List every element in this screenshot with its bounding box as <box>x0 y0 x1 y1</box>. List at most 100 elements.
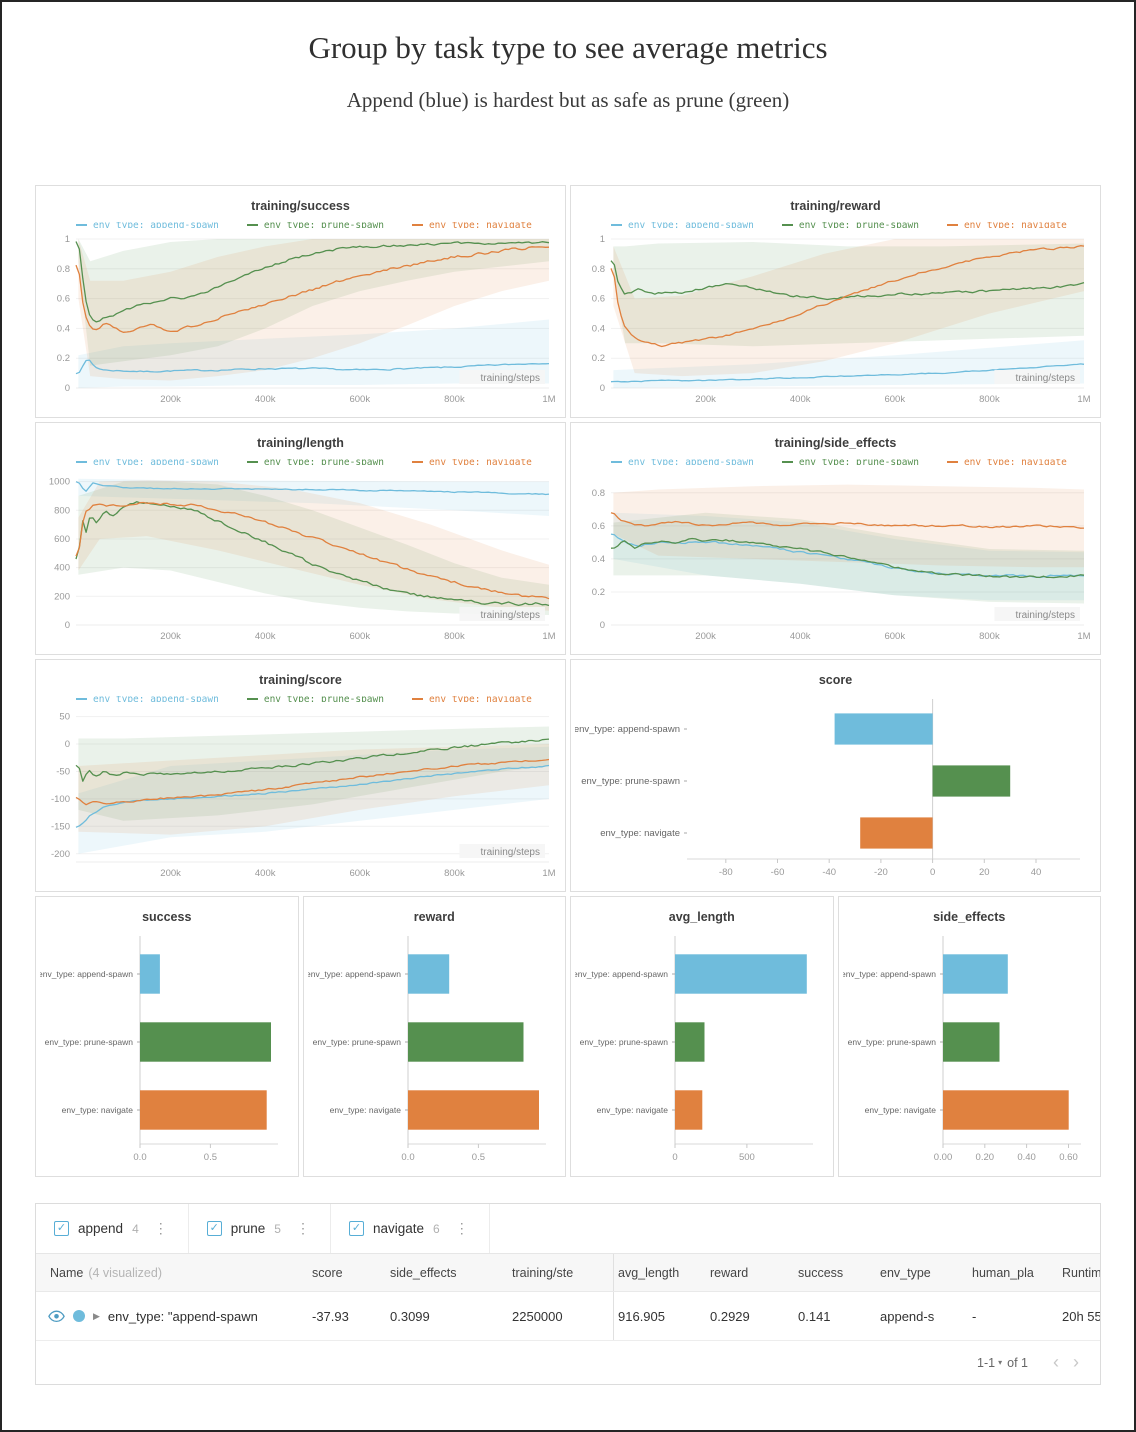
svg-text:env_type: prune-spawn: env_type: prune-spawn <box>45 1037 134 1047</box>
legend-item-orange[interactable]: env_type: navigate <box>946 222 1067 228</box>
series-band <box>78 239 550 366</box>
reward-bar-chart[interactable]: 0.0 0.5 env_type: append-spawn env_type: pr… <box>306 926 562 1176</box>
svg-text:0.20: 0.20 <box>975 1152 994 1163</box>
kebab-menu-icon[interactable]: ⋮ <box>454 1220 469 1236</box>
svg-text:training/steps: training/steps <box>1016 610 1075 621</box>
run-name[interactable]: env_type: "append-spawn <box>107 1308 258 1324</box>
legend-item-orange[interactable]: env_type: navigate <box>411 222 532 228</box>
svg-text:0: 0 <box>930 867 935 878</box>
filter-chip-prune[interactable]: ✓ prune 5 ⋮ <box>189 1204 331 1253</box>
svg-text:-100: -100 <box>51 794 70 805</box>
legend-item-orange[interactable]: env_type: navigate <box>411 459 532 465</box>
legend-item-blue[interactable]: env_type: append-spawn <box>611 459 754 465</box>
col-header-avg-length[interactable]: avg_length <box>618 1265 680 1280</box>
checkbox-checked-icon[interactable]: ✓ <box>54 1221 69 1236</box>
svg-text:800k: 800k <box>979 631 1000 642</box>
panel-training-length: training/length env_type: append-spawn en… <box>35 422 566 655</box>
series-band <box>78 726 550 821</box>
col-header-training-steps[interactable]: training/ste <box>508 1254 614 1291</box>
legend-item-green[interactable]: env_type: prune-spawn <box>246 222 384 228</box>
visibility-eye-icon[interactable] <box>48 1310 65 1323</box>
col-header-human-pla[interactable]: human_pla <box>972 1265 1034 1280</box>
expand-caret-icon[interactable]: ▶ <box>93 1310 100 1321</box>
filter-chip-append[interactable]: ✓ append 4 ⋮ <box>36 1204 189 1253</box>
next-page-icon[interactable]: › <box>1073 1352 1079 1372</box>
svg-text:0.5: 0.5 <box>471 1152 484 1163</box>
col-header-side-effects[interactable]: side_effects <box>390 1265 457 1280</box>
prev-page-icon[interactable]: ‹ <box>1053 1352 1059 1372</box>
legend-swatch <box>76 224 87 226</box>
panel-avg-length-bar: avg_length 0 500 env_type: append-spawn env… <box>570 896 834 1177</box>
score-bar-chart[interactable]: -80 -60 -40 -20 0 20 40 env_type: append-spawn e… <box>574 689 1096 891</box>
pagination-range-label: 1-1 <box>977 1355 996 1370</box>
svg-text:0: 0 <box>600 383 605 394</box>
series-band <box>78 480 550 611</box>
checkbox-checked-icon[interactable]: ✓ <box>206 1221 222 1236</box>
training-side-effects-chart[interactable]: 0 0.2 0.4 0.6 0.8 200k 400k 600k 800k 1M training/… <box>575 467 1096 652</box>
legend-item-green[interactable]: env_type: prune-spawn <box>781 222 919 228</box>
charts-row-2: training/length env_type: append-spawn en… <box>35 422 1101 655</box>
series-line <box>610 533 1085 579</box>
legend-item-green[interactable]: env_type: prune-spawn <box>781 459 919 465</box>
line-chart-svg: 0 200 400 600 800 1000 200k 400k 600k 800k 1Mtrain… <box>49 477 556 642</box>
legend-item-orange[interactable]: env_type: navigate <box>411 696 532 702</box>
kebab-menu-icon[interactable]: ⋮ <box>153 1220 168 1236</box>
pagination-of: of 1 <box>1007 1355 1028 1370</box>
svg-text:1: 1 <box>65 234 70 245</box>
bar <box>834 713 933 745</box>
panel-score-bar: score -80 -60 -40 -20 0 20 40 env_type: append-… <box>570 659 1101 892</box>
success-bar-chart[interactable]: 0.0 0.5 env_type: append-spawn env_type: pr… <box>38 926 294 1176</box>
chart-legend: env_type: append-spawn env_type: prune-sp… <box>571 459 1100 465</box>
run-color-dot[interactable] <box>73 1310 85 1322</box>
chart-title: reward <box>413 910 455 924</box>
chart-title: training/success <box>251 199 350 213</box>
svg-text:0.5: 0.5 <box>204 1152 217 1163</box>
training-score-chart[interactable]: 50 0 -50 -100 -150 -200 200k 400k 600k 800k 1M trai… <box>40 704 561 889</box>
bar <box>140 1022 271 1062</box>
svg-text:0: 0 <box>672 1152 677 1163</box>
svg-text:1: 1 <box>600 234 605 245</box>
col-header-reward[interactable]: reward <box>710 1265 749 1280</box>
filter-chips-row: ✓ append 4 ⋮ ✓ prune 5 ⋮ ✓ navigate 6 ⋮ <box>36 1204 1100 1254</box>
legend-item-blue[interactable]: env_type: append-spawn <box>76 459 219 465</box>
col-header-env-type[interactable]: env_type <box>880 1265 931 1280</box>
col-header-runtime[interactable]: Runtime <box>1062 1265 1100 1280</box>
svg-text:200k: 200k <box>160 868 181 879</box>
svg-text:0.6: 0.6 <box>592 294 605 305</box>
runs-table: ✓ append 4 ⋮ ✓ prune 5 ⋮ ✓ navigate 6 ⋮ … <box>35 1203 1101 1385</box>
checkbox-checked-icon[interactable]: ✓ <box>348 1221 364 1236</box>
col-header-name[interactable]: Name (4 visualized) <box>36 1254 308 1291</box>
kebab-menu-icon[interactable]: ⋮ <box>295 1220 310 1236</box>
col-header-success[interactable]: success <box>798 1265 844 1280</box>
legend-item-orange[interactable]: env_type: navigate <box>946 459 1067 465</box>
svg-text:0.8: 0.8 <box>592 264 605 275</box>
training-reward-chart[interactable]: 0 0.2 0.4 0.6 0.8 1 200k 400k 600k 800k 1M training… <box>575 230 1096 415</box>
svg-text:1M: 1M <box>542 868 555 879</box>
svg-text:env_type: navigate: env_type: navigate <box>597 1105 669 1115</box>
legend-item-blue[interactable]: env_type: append-spawn <box>76 222 219 228</box>
pagination-range[interactable]: 1-1 ▾ <box>977 1356 1002 1370</box>
svg-text:200k: 200k <box>695 394 716 405</box>
col-header-score[interactable]: score <box>312 1265 343 1280</box>
series-line <box>75 246 550 333</box>
cell-side-effects: 0.3099 <box>390 1308 430 1324</box>
page-subtitle: Append (blue) is hardest but as safe as … <box>346 88 790 112</box>
series-line <box>75 359 550 375</box>
training-length-chart[interactable]: 0 200 400 600 800 1000 200k 400k 600k 800k 1M train… <box>40 467 561 652</box>
avg-length-bar-chart[interactable]: 0 500 env_type: append-spawn env_type: prun… <box>573 926 829 1176</box>
legend-item-blue[interactable]: env_type: append-spawn <box>611 222 754 228</box>
bar-chart-svg: 0.0 0.5 env_type: append-spawn env_type: pr… <box>38 936 278 1163</box>
filter-chip-navigate[interactable]: ✓ navigate 6 ⋮ <box>331 1204 490 1253</box>
svg-text:0.00: 0.00 <box>933 1152 952 1163</box>
legend-swatch <box>611 461 622 463</box>
table-row[interactable]: ▶ env_type: "append-spawn -37.93 0.3099 … <box>36 1292 1100 1340</box>
training-success-chart[interactable]: 0 0.2 0.4 0.6 0.8 1 200k 400k 600k 800k 1M training… <box>40 230 561 415</box>
legend-item-green[interactable]: env_type: prune-spawn <box>246 696 384 702</box>
series-line <box>75 764 550 828</box>
chart-title: training/side_effects <box>774 436 897 450</box>
legend-item-blue[interactable]: env_type: append-spawn <box>76 696 219 702</box>
side-effects-bar-chart[interactable]: 0.00 0.20 0.40 0.60 env_type: append-spawn en… <box>841 926 1097 1176</box>
legend-item-green[interactable]: env_type: prune-spawn <box>246 459 384 465</box>
svg-text:env_type: append-spawn: env_type: append-spawn <box>308 969 401 979</box>
svg-text:env_type: prune-spawn: env_type: prune-spawn <box>580 1037 669 1047</box>
